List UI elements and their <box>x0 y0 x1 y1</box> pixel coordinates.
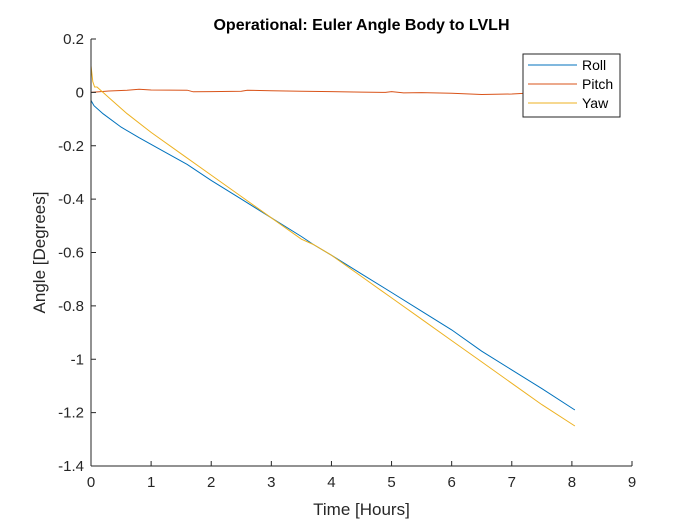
y-tick-label: -0.4 <box>58 191 84 208</box>
legend-label-pitch: Pitch <box>582 76 613 92</box>
y-tick-label: -1.2 <box>58 405 84 422</box>
x-tick-label: 0 <box>87 474 95 491</box>
x-tick-label: 9 <box>628 474 636 491</box>
x-tick-label: 1 <box>147 474 155 491</box>
series-line-roll <box>90 100 576 411</box>
x-tick-label: 8 <box>568 474 576 491</box>
y-tick-label: -1 <box>71 351 84 368</box>
chart-title: Operational: Euler Angle Body to LVLH <box>213 17 509 34</box>
y-tick-label: -1.4 <box>58 458 84 475</box>
ticks-layer: 0 1 2 3 4 5 6 7 8 9 0.2 0 -0.2 -0.4 -0.6 -0.8 -1 -1.2 -1.4 <box>58 31 636 491</box>
y-axis-title: Angle [Degrees] <box>30 192 49 314</box>
x-tick-label: 7 <box>508 474 516 491</box>
legend: Roll Pitch Yaw <box>522 53 621 118</box>
x-tick-label: 6 <box>447 474 455 491</box>
x-tick-label: 5 <box>387 474 395 491</box>
series-layer <box>90 65 576 427</box>
x-tick-label: 2 <box>207 474 215 491</box>
y-tick-label: -0.8 <box>58 298 84 315</box>
y-tick-label: 0.2 <box>63 31 84 48</box>
x-tick-label: 3 <box>267 474 275 491</box>
series-line-yaw <box>90 65 576 427</box>
x-axis-title: Time [Hours] <box>313 500 410 519</box>
legend-label-yaw: Yaw <box>582 95 609 111</box>
series-line-pitch <box>90 88 575 96</box>
y-tick-label: -0.2 <box>58 138 84 155</box>
y-tick-label: -0.6 <box>58 245 84 262</box>
x-tick-label: 4 <box>327 474 335 491</box>
y-tick-label: 0 <box>76 84 84 101</box>
legend-label-roll: Roll <box>582 57 606 73</box>
